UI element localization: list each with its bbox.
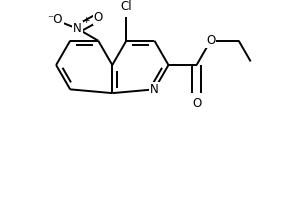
Text: +: +	[82, 16, 90, 25]
Text: O: O	[206, 34, 215, 47]
Text: N: N	[73, 22, 82, 35]
Text: O: O	[192, 97, 201, 110]
Text: O: O	[94, 11, 103, 24]
Text: ⁻O: ⁻O	[48, 13, 63, 26]
Text: Cl: Cl	[121, 0, 132, 13]
Text: N: N	[150, 83, 159, 96]
